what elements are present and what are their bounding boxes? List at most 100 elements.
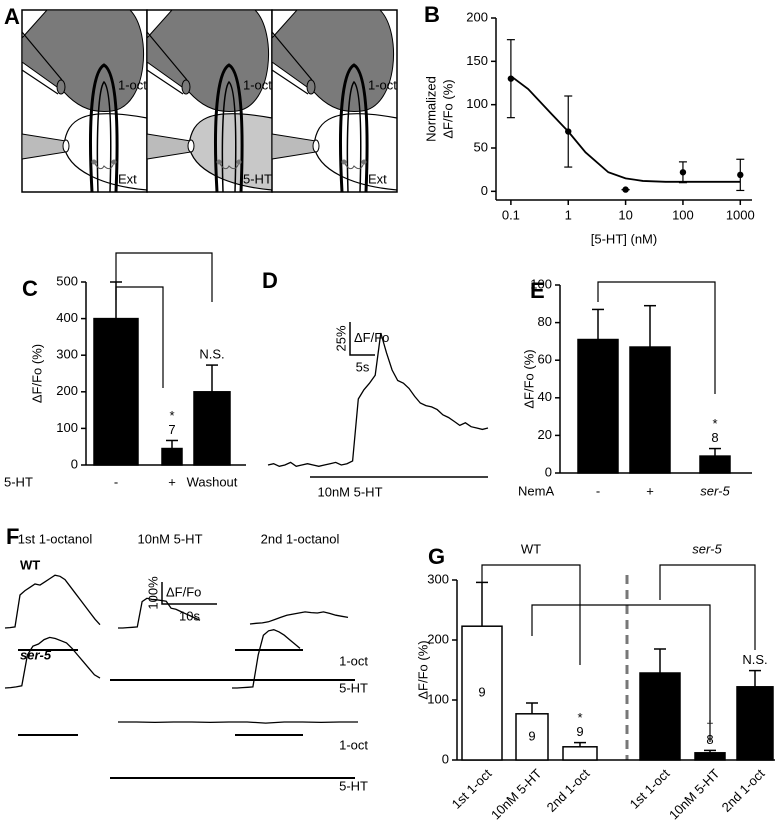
stimulus-region <box>189 113 272 190</box>
significance-bracket <box>531 604 711 742</box>
pipette-tip <box>56 79 66 95</box>
y-tick-label: 60 <box>538 352 552 367</box>
time-scale-label: 10s <box>179 608 200 623</box>
n-label: 7 <box>594 398 601 413</box>
region-label: 1-oct <box>368 77 397 92</box>
group-label: ser-5 <box>692 541 722 556</box>
region-label: 1-oct <box>118 77 147 92</box>
significance-bracket <box>597 281 716 394</box>
scale-unit: ΔF/Fo <box>354 330 389 345</box>
n-label: 9 <box>478 685 485 700</box>
x-tick-label: 2nd 1-oct <box>719 766 768 815</box>
bar <box>461 625 503 761</box>
neuron <box>93 161 115 170</box>
x-tick-label: 1st 1-oct <box>449 766 495 812</box>
time-scale-label: 5s <box>356 359 370 374</box>
y-tick-label: 100 <box>530 276 552 291</box>
error-bar <box>206 364 218 392</box>
neuron-soma <box>216 159 222 165</box>
n-label: 9 <box>576 724 583 739</box>
x-tick-label: + <box>168 474 176 489</box>
y-tick-label: 0 <box>481 183 488 198</box>
fluorescence-trace <box>232 629 301 689</box>
data-point <box>679 169 687 176</box>
pipette-tip <box>306 79 316 95</box>
bar <box>193 391 231 466</box>
x-tick-label: 1000 <box>726 207 755 222</box>
region-label: 1-oct <box>243 77 272 92</box>
neuron <box>218 161 240 170</box>
n-label: 7 <box>168 422 175 437</box>
scale-label: 100% <box>145 576 160 610</box>
data-point <box>565 128 572 135</box>
bar <box>161 447 183 466</box>
x-tick-label: + <box>646 483 654 498</box>
n-label: 7 <box>112 383 119 398</box>
significance-label: * <box>577 710 582 725</box>
data-point <box>507 75 515 82</box>
data-point <box>737 171 744 179</box>
fluorescence-trace <box>4 574 101 629</box>
x-tick-label: - <box>114 474 118 489</box>
y-tick-label: 80 <box>538 314 552 329</box>
x-tick-label: 1 <box>565 207 572 222</box>
diagram-frame: 1-oct Ext <box>271 9 398 193</box>
y-tick-label: 0 <box>442 751 449 766</box>
error-bar <box>166 439 178 449</box>
bar <box>515 713 549 761</box>
error-bar <box>709 447 721 457</box>
neuron-soma <box>341 159 347 165</box>
bar <box>577 338 619 474</box>
y-tick-label: 150 <box>466 53 488 68</box>
y-tick-label: 200 <box>466 9 488 24</box>
significance-label: * <box>169 408 174 423</box>
worm-inner <box>346 80 362 193</box>
significance-label: * <box>712 416 717 431</box>
scale-unit: ΔF/Fo <box>166 584 201 599</box>
bar <box>694 752 726 761</box>
n-label: 7 <box>208 420 215 435</box>
stimulus-label: 1-oct <box>339 737 368 752</box>
x-tick-label: Washout <box>187 474 238 489</box>
significance-bracket <box>115 252 213 302</box>
panel-letter: G <box>428 544 445 569</box>
x-tick-label: 10nM 5-HT <box>488 766 545 820</box>
y-tick-label: 300 <box>56 347 78 362</box>
x-axis-label: NemA <box>518 483 554 498</box>
n-label: 8 <box>656 708 663 723</box>
stimulus-label: 10nM 5-HT <box>317 484 382 499</box>
error-bar <box>654 648 666 673</box>
significance-bracket <box>659 564 756 650</box>
x-tick-label: 0.1 <box>502 207 520 222</box>
neuron-soma <box>236 159 242 165</box>
scale-bar <box>161 582 217 605</box>
bar <box>629 346 671 474</box>
x-tick-label: 1st 1-oct <box>627 766 673 812</box>
panel-letter: C <box>22 276 38 301</box>
worm-outer <box>89 63 119 193</box>
data-point <box>622 186 629 193</box>
y-tick-label: 100 <box>466 96 488 111</box>
y-tick-label: 300 <box>427 571 449 586</box>
n-label: 8 <box>751 715 758 730</box>
upper-pipette <box>21 31 63 95</box>
bar <box>562 746 598 761</box>
fluorescence-trace <box>267 332 489 467</box>
y-tick-label: 500 <box>56 273 78 288</box>
stimulus-label: 5-HT <box>339 680 368 695</box>
region-label: Ext <box>118 171 137 186</box>
stimulus-label: 5-HT <box>339 778 368 793</box>
region-label: Ext <box>368 171 387 186</box>
pipette-tip <box>187 139 195 153</box>
significance-label: N.S. <box>199 347 224 362</box>
y-tick-label: 100 <box>56 420 78 435</box>
y-axis-label: ΔF/Fo (%) <box>415 640 430 699</box>
fluorescence-trace <box>118 597 201 629</box>
upper-pipette <box>146 31 188 95</box>
neuron-soma <box>361 159 367 165</box>
panel-letter: A <box>4 4 20 29</box>
fluorescence-trace <box>4 636 101 689</box>
stimulus-label: 1-oct <box>339 653 368 668</box>
error-bar <box>644 304 656 348</box>
